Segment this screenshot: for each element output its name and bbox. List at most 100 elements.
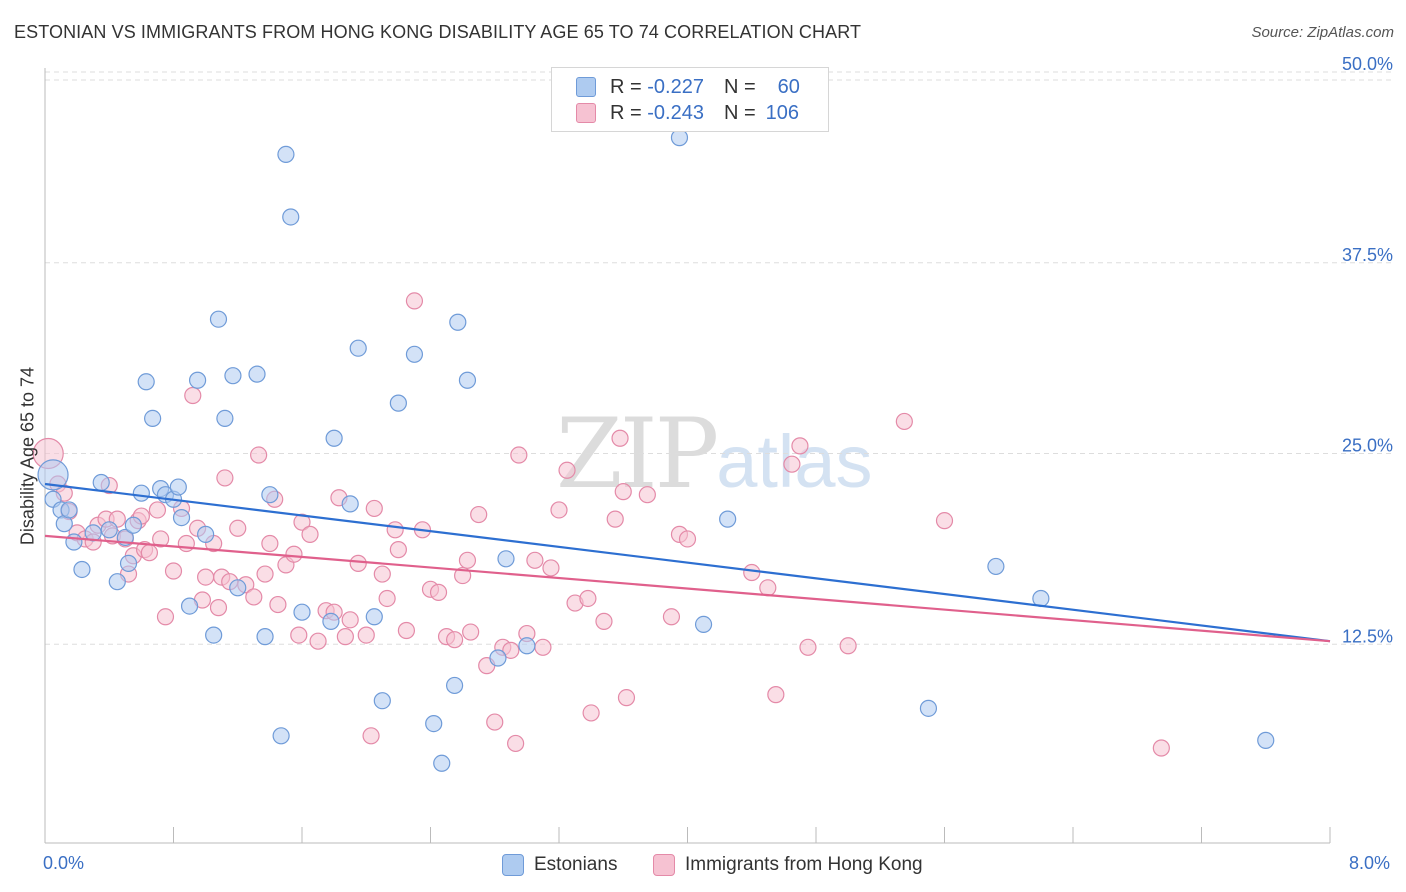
hongkong-point [454,566,472,585]
watermark: ZIPatlas [556,398,873,510]
bottom-legend-label: Estonians [534,854,618,875]
hongkong-point [140,544,159,562]
hongkong-point [386,521,404,539]
estonian-point [205,626,223,644]
hongkong-point [378,589,396,608]
estonian-point [322,612,340,630]
hongkong-point [445,631,464,649]
hongkong-point [365,499,383,518]
hongkong-point [152,530,170,548]
legend-row-hongkong: R = -0.243 N = 106 [576,101,799,125]
hongkong-point [799,638,817,656]
hongkong-point [550,501,568,519]
hongkong-point [164,562,183,580]
hongkong-point [614,483,632,501]
estonian-point [497,550,515,568]
hongkong-point [405,292,424,310]
hongkong-point [783,455,801,473]
hongkong-point [579,589,597,608]
hongkong-point [470,505,488,524]
estonian-point [137,373,155,391]
estonian-point [37,459,69,491]
estonian-point [719,510,737,528]
hongkong-point [678,530,697,548]
x-tick-label-max: 8.0% [1349,853,1391,873]
legend-r-label: R = [610,75,642,98]
hongkong-point [507,734,525,753]
hongkong-point [184,386,202,405]
hongkong-point [895,412,913,431]
y-axis-label: Disability Age 65 to 74 [17,366,38,546]
estonian-point [489,649,507,667]
estonian-point [119,554,138,572]
hongkong-point [373,565,391,583]
estonian-point [100,521,118,539]
y-tick-label: 37.5% [1342,245,1393,265]
estonian-point [987,557,1005,576]
hongkong-point [743,563,761,582]
hongkong-point [341,611,359,629]
hongkong-point [293,513,311,531]
hongkong-point [595,612,613,630]
hongkong-point [759,579,777,597]
hongkong-point [309,632,327,650]
legend-swatch-pink [576,103,596,123]
hongkong-point [336,628,354,646]
hongkong-point [606,510,624,528]
legend-n-label: N = [723,101,756,124]
estonian-point [197,525,215,543]
estonian-point [132,484,150,502]
y-tick-label: 12.5% [1342,626,1393,646]
estonian-point [293,603,311,621]
estonian-point [172,508,191,527]
estonian-point [272,727,290,745]
hongkong-point [216,469,234,487]
estonian-point [445,676,464,695]
correlation-legend: R = -0.227 N = 60 R = -0.243 N = 106 [551,67,829,132]
legend-r-value: -0.227 [647,75,704,98]
hongkong-point [256,565,274,583]
estonian-point [449,313,467,331]
estonian-point [670,129,689,147]
hongkong-point [229,519,247,537]
hongkong-point [285,545,303,563]
y-tick-label: 25.0% [1342,436,1393,456]
hongkong-point [502,641,520,659]
hongkong-point [462,623,480,641]
hongkong-point [429,583,448,601]
estonian-point [518,637,536,655]
estonian-point [282,208,300,226]
hongkong-point [458,551,477,569]
legend-swatch-blue [576,77,596,97]
estonian-point [458,371,477,389]
estonian-point [216,409,234,428]
hongkong-point [362,727,380,745]
estonian-point [108,573,126,591]
estonian-point [256,628,274,646]
hongkong-point [839,637,857,655]
hongkong-point [617,689,636,707]
hongkong-point [542,559,560,577]
estonian-point [405,345,424,363]
hongkong-point [662,608,681,626]
estonian-point [919,699,938,717]
estonian-point [694,615,713,634]
estonian-point [169,478,187,496]
estonian-point [124,516,142,534]
hongkong-point [1152,739,1170,757]
hongkong-point [209,599,228,617]
estonian-point [65,533,83,551]
hongkong-point [510,446,528,464]
estonian-point [73,560,91,579]
hongkong-point [397,621,416,640]
source-label: Source: ZipAtlas.com [1251,24,1394,41]
estonian-point [349,339,367,357]
hongkong-point [197,568,215,586]
estonian-point [60,501,78,519]
legend-n-value: 60 [777,75,800,98]
estonian-trend-line [44,482,1331,643]
estonian-point [325,429,343,447]
bottom-legend-estonians: Estonians [502,852,617,878]
hongkong-point [486,713,504,731]
